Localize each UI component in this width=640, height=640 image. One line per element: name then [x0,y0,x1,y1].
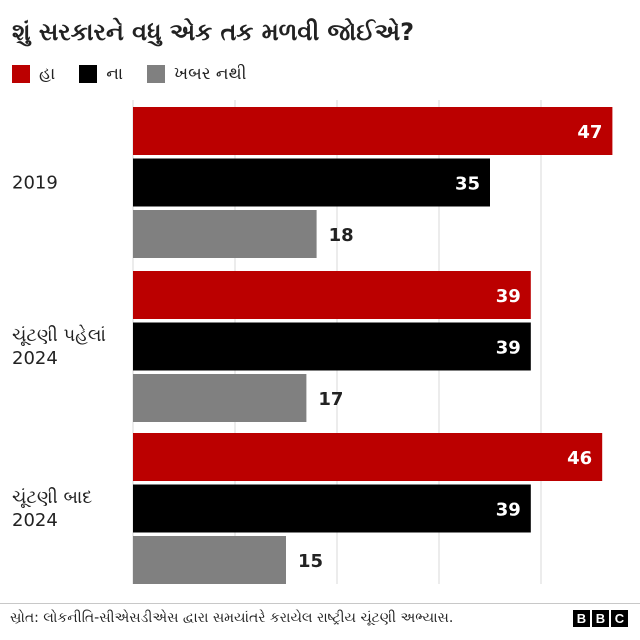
legend-item-na: ના [79,64,123,84]
chart-title: શું સરકારને વધુ એક તક મળવી જોઈએ? [12,18,415,46]
category-label-line: 2024 [12,510,58,531]
legend-swatch-khabar-nathi [147,65,166,83]
footer-divider [0,603,640,604]
bar [133,484,531,533]
category-label: 2019 [12,173,58,194]
bar [133,271,531,319]
bar [133,536,286,584]
bar [133,433,603,481]
legend-swatch-na [79,65,98,83]
source-note: સ્રોત: લોકનીતિ-સીએસડીએસ દ્વારા સમયાંતરે … [10,610,454,626]
category-label: ચૂંટણી પહેલાં 2024 [12,325,106,369]
value-label: 18 [329,225,354,246]
bbc-logo-letter: C [611,610,628,627]
legend-item-khabar-nathi: ખબર નથી [147,64,247,84]
value-label: 17 [318,389,343,410]
bar [133,374,307,422]
category-label-line: ચૂંટણી બાદ [12,487,92,508]
bar [133,107,613,155]
bar [133,158,490,207]
value-label: 47 [577,122,602,143]
category-label: ચૂંટણી બાદ 2024 [12,487,92,531]
legend-label-ha: હા [39,64,56,84]
bbc-logo: B B C [571,610,628,627]
bar [133,210,317,258]
value-label: 39 [496,286,521,307]
bbc-logo-letter: B [592,610,609,627]
bar [133,322,531,371]
value-label: 39 [496,338,521,359]
legend-label-khabar-nathi: ખબર નથી [174,64,247,84]
legend: હા ના ખબર નથી [12,64,271,84]
value-label: 35 [455,174,480,195]
category-label-line: 2019 [12,173,58,194]
legend-swatch-ha [12,65,30,83]
value-label: 15 [298,551,323,572]
legend-item-ha: હા [12,64,55,84]
category-label-line: ચૂંટણી પહેલાં [12,325,106,346]
legend-label-na: ના [106,64,124,84]
value-label: 39 [496,500,521,521]
value-label: 46 [567,448,592,469]
bbc-logo-letter: B [573,610,590,627]
category-label-line: 2024 [12,348,58,369]
